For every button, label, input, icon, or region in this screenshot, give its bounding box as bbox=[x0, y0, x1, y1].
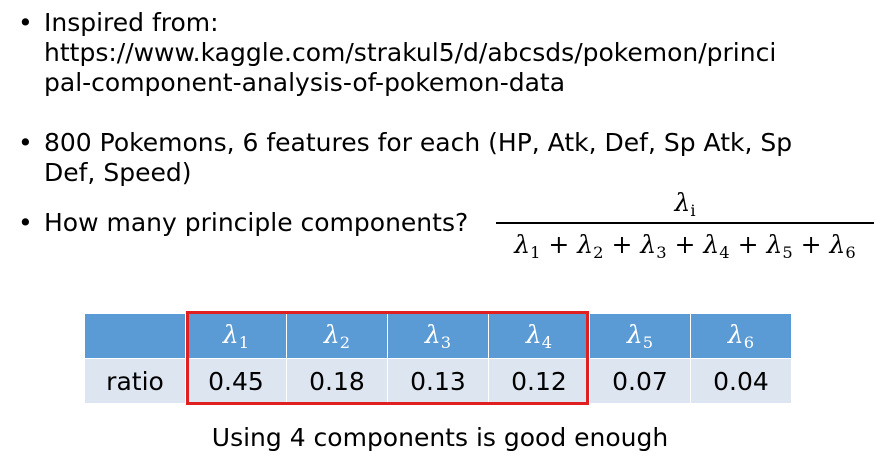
lambda-symbol: λ bbox=[829, 230, 846, 259]
lambda-subscript: 2 bbox=[339, 332, 351, 352]
bullet-pokemon-features: • 800 Pokemons, 6 features for each (HP,… bbox=[18, 128, 838, 188]
bullet-2-line-2: Def, Speed) bbox=[44, 158, 192, 187]
table-cell-value: 0.45 bbox=[185, 358, 287, 404]
lambda-symbol: λ bbox=[674, 188, 691, 217]
table-cell-value: 0.07 bbox=[589, 358, 691, 404]
table-row-label: ratio bbox=[84, 358, 186, 404]
table-cell-value: 0.13 bbox=[387, 358, 489, 404]
bullet-glyph: • bbox=[18, 128, 33, 157]
ratio-formula: λi λ1 + λ2 + λ3 + λ4 + λ5 + λ6 bbox=[496, 186, 874, 262]
plus-operator: + bbox=[737, 230, 759, 259]
lambda-symbol: λ bbox=[222, 320, 239, 350]
lambda-symbol: λ bbox=[323, 320, 340, 350]
table-cell-value: 0.12 bbox=[488, 358, 590, 404]
bullet-inspired-from: • Inspired from: https://www.kaggle.com/… bbox=[18, 8, 838, 98]
bullet-1-line-1: Inspired from: bbox=[44, 8, 219, 37]
bullet-how-many-components: • How many principle components? bbox=[18, 208, 488, 238]
table-header-lambda-3: λ3 bbox=[387, 313, 489, 359]
table-header-lambda-5: λ5 bbox=[589, 313, 691, 359]
lambda-symbol: λ bbox=[703, 230, 720, 259]
lambda-symbol: λ bbox=[525, 320, 542, 350]
bullet-1-line-3: pal-component-analysis-of-pokemon-data bbox=[44, 68, 566, 97]
lambda-symbol: λ bbox=[640, 230, 657, 259]
bullet-1-line-2: https://www.kaggle.com/strakul5/d/abcsds… bbox=[44, 38, 777, 67]
table-header-lambda-6: λ6 bbox=[690, 313, 792, 359]
lambda-symbol: λ bbox=[424, 320, 441, 350]
plus-operator: + bbox=[548, 230, 570, 259]
table-cell-value: 0.18 bbox=[286, 358, 388, 404]
table-corner-cell bbox=[84, 313, 186, 359]
lambda-subscript: 3 bbox=[440, 332, 452, 352]
lambda-subscript: 4 bbox=[719, 242, 730, 262]
table-row: ratio 0.45 0.18 0.13 0.12 0.07 0.04 bbox=[84, 358, 792, 404]
table-header-row: λ1 λ2 λ3 λ4 λ5 λ6 bbox=[84, 313, 792, 359]
eigenvalue-ratio-table: λ1 λ2 λ3 λ4 λ5 λ6 ratio 0.45 0.18 0.13 0… bbox=[84, 313, 792, 404]
table-header-lambda-1: λ1 bbox=[185, 313, 287, 359]
lambda-subscript: 6 bbox=[743, 332, 755, 352]
bullet-glyph: • bbox=[18, 8, 33, 37]
lambda-subscript: 1 bbox=[530, 242, 541, 262]
lambda-symbol: λ bbox=[514, 230, 531, 259]
table-header-lambda-4: λ4 bbox=[488, 313, 590, 359]
lambda-symbol: λ bbox=[577, 230, 594, 259]
lambda-subscript: 6 bbox=[845, 242, 856, 262]
lambda-symbol: λ bbox=[727, 320, 744, 350]
lambda-subscript: 4 bbox=[541, 332, 553, 352]
lambda-symbol: λ bbox=[766, 230, 783, 259]
fraction-bar bbox=[496, 222, 874, 224]
formula-denominator: λ1 + λ2 + λ3 + λ4 + λ5 + λ6 bbox=[496, 228, 874, 262]
formula-numerator: λi bbox=[496, 186, 874, 220]
plus-operator: + bbox=[611, 230, 633, 259]
lambda-subscript: 2 bbox=[593, 242, 604, 262]
bullet-glyph: • bbox=[18, 208, 33, 237]
plus-operator: + bbox=[800, 230, 822, 259]
conclusion-caption: Using 4 components is good enough bbox=[211, 423, 669, 452]
table-cell-value: 0.04 bbox=[690, 358, 792, 404]
bullet-3-line-1: How many principle components? bbox=[44, 208, 469, 237]
lambda-symbol: λ bbox=[626, 320, 643, 350]
lambda-subscript: 3 bbox=[656, 242, 667, 262]
lambda-subscript: 1 bbox=[238, 332, 250, 352]
plus-operator: + bbox=[674, 230, 696, 259]
bullet-2-line-1: 800 Pokemons, 6 features for each (HP, A… bbox=[44, 128, 793, 157]
lambda-subscript: 5 bbox=[782, 242, 793, 262]
lambda-subscript: i bbox=[690, 200, 696, 220]
table-header-lambda-2: λ2 bbox=[286, 313, 388, 359]
lambda-subscript: 5 bbox=[642, 332, 654, 352]
